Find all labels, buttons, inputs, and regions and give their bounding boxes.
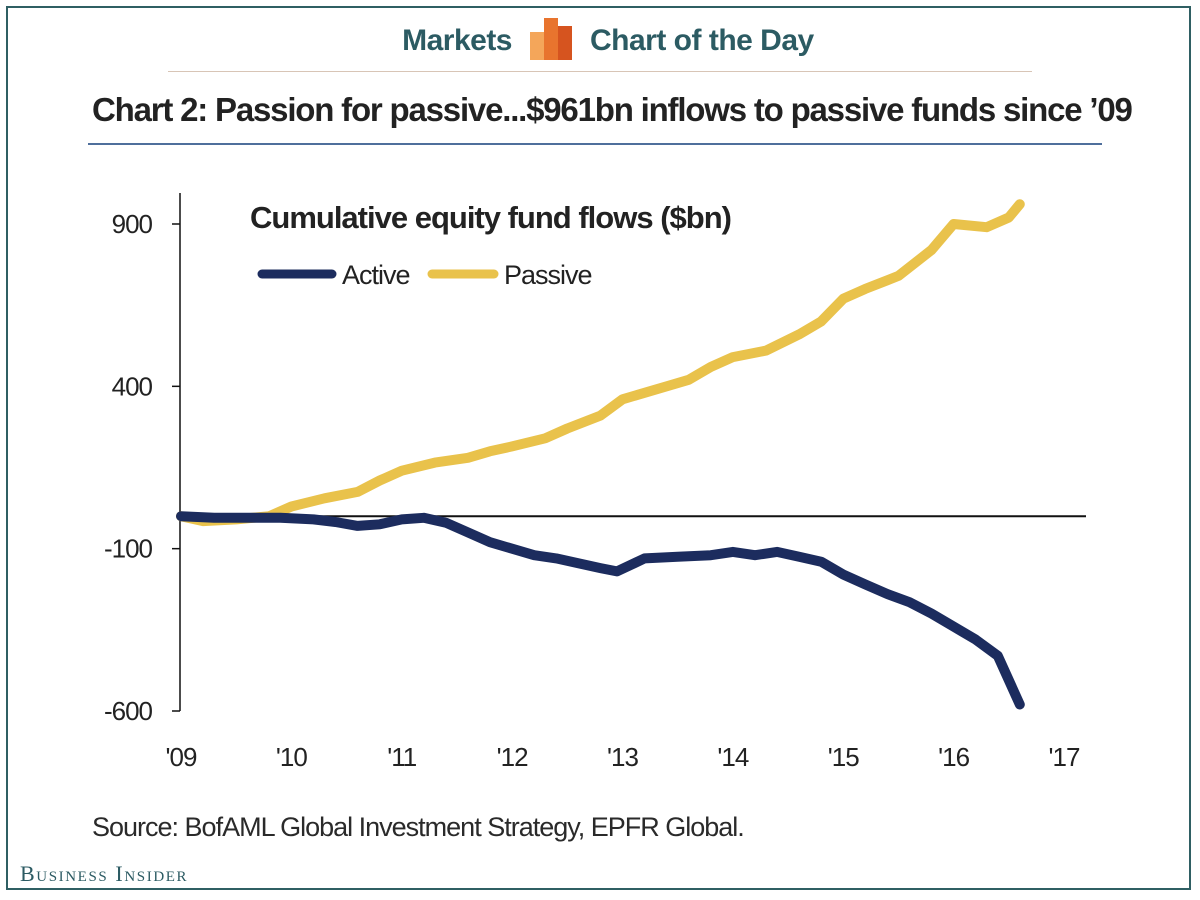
x-tick-label: '15: [828, 742, 859, 772]
x-axis-ticks: '09 '10 '11 '12 '13 '14 '15 '16 '17: [166, 742, 1081, 772]
x-tick-label: '13: [607, 742, 638, 772]
chart-title: Chart 2: Passion for passive...$961bn in…: [92, 91, 1133, 128]
x-tick-label: '12: [497, 742, 528, 772]
y-tick-label: -600: [104, 696, 153, 726]
x-tick-label: '17: [1049, 742, 1080, 772]
header-divider: [168, 71, 1032, 72]
x-tick-label: '09: [166, 742, 197, 772]
y-tick-label: -100: [104, 534, 153, 564]
business-insider-logo: Business Insider: [20, 861, 189, 886]
bar-chart-logo-icon: [530, 18, 572, 60]
x-tick-label: '11: [387, 742, 416, 772]
y-tick-label: 400: [112, 371, 153, 401]
x-tick-label: '10: [276, 742, 307, 772]
chart-frame: [6, 6, 1191, 890]
passive-series-line: [176, 199, 1025, 527]
active-series-line: [176, 511, 1025, 710]
chart-of-the-day-label[interactable]: Chart of the Day: [590, 24, 814, 57]
markets-label[interactable]: Markets: [402, 24, 512, 57]
y-tick-label: 900: [112, 209, 153, 239]
header-bar: Markets Chart of the Day: [0, 14, 1200, 64]
x-tick-label: '14: [717, 742, 748, 772]
legend-label-active: Active: [342, 260, 410, 290]
chart-subtitle: Cumulative equity fund flows ($bn): [250, 200, 731, 235]
x-tick-label: '16: [938, 742, 969, 772]
legend-label-passive: Passive: [504, 260, 592, 290]
title-underline: [88, 143, 1102, 145]
y-axis-ticks: 900 400 -100 -600: [104, 209, 180, 726]
source-note: Source: BofAML Global Investment Strateg…: [92, 812, 745, 842]
